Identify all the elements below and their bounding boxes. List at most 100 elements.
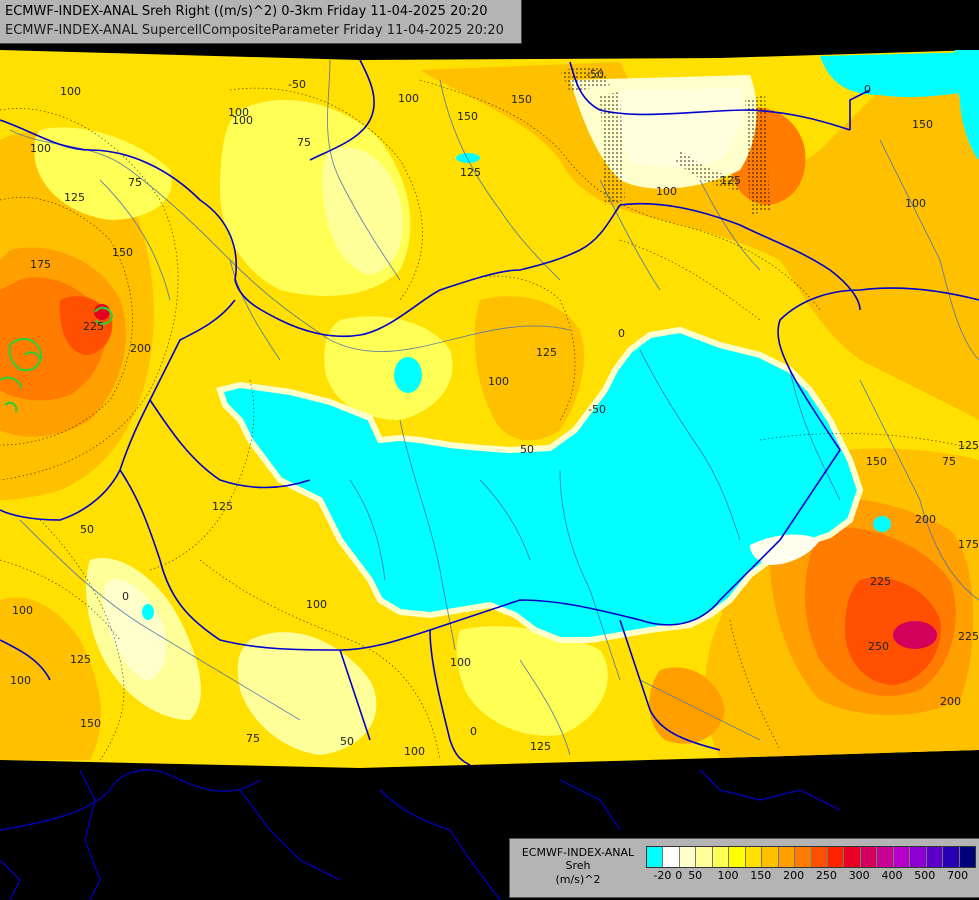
legend-tick-label: 50 <box>688 869 703 882</box>
legend-tick-label: 250 <box>815 869 837 882</box>
contour-label: 50 <box>340 735 354 748</box>
contour-label: 225 <box>83 320 104 333</box>
legend-swatch <box>745 847 763 867</box>
contour-label: 150 <box>112 246 133 259</box>
contour-label: 125 <box>720 174 741 187</box>
pale-pocket <box>750 534 820 565</box>
legend-tick-label: 200 <box>783 869 805 882</box>
legend-tick-label: 700 <box>947 869 969 882</box>
legend-swatch <box>663 847 680 867</box>
contour-label: 175 <box>958 538 979 551</box>
legend-title: ECMWF-INDEX-ANAL Sreh <box>514 846 642 872</box>
contour-label: 150 <box>912 118 933 131</box>
contour-label: 200 <box>940 695 961 708</box>
contour-label: 125 <box>212 500 233 513</box>
contour-label: -50 <box>586 68 604 81</box>
legend-swatch <box>647 847 664 867</box>
red-cores <box>0 107 974 744</box>
legend-tick-label: 0 <box>675 869 683 882</box>
color-legend: ECMWF-INDEX-ANAL Sreh (m/s)^2 -20 0 50 100 1… <box>509 838 979 898</box>
pale-areas <box>34 75 757 755</box>
contour-label: 100 <box>30 142 51 155</box>
legend-swatch <box>860 847 878 867</box>
contour-label: 75 <box>128 176 142 189</box>
legend-swatch <box>762 847 779 867</box>
legend-tick-label: 100 <box>717 869 739 882</box>
legend-swatch <box>877 847 894 867</box>
legend-tick-label: 300 <box>848 869 870 882</box>
contour-label: 100 <box>656 185 677 198</box>
contour-label: 200 <box>130 342 151 355</box>
contour-label: -50 <box>288 78 306 91</box>
isolines <box>0 79 979 761</box>
legend-swatch <box>827 847 845 867</box>
contour-label: 75 <box>942 455 956 468</box>
contour-label: 175 <box>30 258 51 271</box>
title-line-1: ECMWF-INDEX-ANAL Sreh Right ((m/s)^2) 0-… <box>5 4 488 19</box>
legend-tick-label: -20 <box>653 869 672 882</box>
contour-label: 100 <box>450 656 471 669</box>
scp-contours <box>0 306 114 413</box>
contour-label: 125 <box>958 439 979 452</box>
contour-label: 75 <box>297 136 311 149</box>
outer-boundaries <box>0 769 841 900</box>
contour-label: 250 <box>868 640 889 653</box>
contour-label: 75 <box>246 732 260 745</box>
contour-label: 100 <box>12 604 33 617</box>
rivers <box>9 59 979 756</box>
legend-color-bar <box>646 846 976 868</box>
contour-label: 50 <box>80 523 94 536</box>
contour-labels: 100-5010010075100150150-5001507512510012… <box>10 68 979 758</box>
country-borders <box>0 59 979 766</box>
legend-swatch <box>712 847 730 867</box>
contour-label: 150 <box>457 110 478 123</box>
title-line-2: ECMWF-INDEX-ANAL SupercellCompositeParam… <box>5 23 504 38</box>
legend-swatch <box>696 847 713 867</box>
legend-swatch <box>778 847 796 867</box>
contour-label: 225 <box>870 575 891 588</box>
legend-swatch <box>795 847 812 867</box>
contour-label: 50 <box>520 443 534 456</box>
contour-label: 100 <box>10 674 31 687</box>
contour-label: 100 <box>905 197 926 210</box>
contour-label: -50 <box>588 403 606 416</box>
contour-label: 125 <box>64 191 85 204</box>
contour-label: 150 <box>80 717 101 730</box>
contour-label: 125 <box>460 166 481 179</box>
contour-label: 125 <box>536 346 557 359</box>
contour-label: 0 <box>122 590 129 603</box>
contour-label: 100 <box>232 114 253 127</box>
legend-tick-label: 400 <box>881 869 903 882</box>
contour-label: 200 <box>915 513 936 526</box>
legend-source: ECMWF-INDEX-ANAL <box>521 846 635 859</box>
title-box: ECMWF-INDEX-ANAL Sreh Right ((m/s)^2) 0-… <box>0 0 522 44</box>
contour-label: 0 <box>864 83 871 96</box>
contour-label: 0 <box>618 327 625 340</box>
contour-label: 125 <box>530 740 551 753</box>
contour-label: 225 <box>958 630 979 643</box>
contour-label: 150 <box>511 93 532 106</box>
legend-variable: Sreh <box>565 859 591 872</box>
legend-tick-label: 150 <box>750 869 772 882</box>
contour-label: 100 <box>404 745 425 758</box>
contour-label: 0 <box>470 725 477 738</box>
legend-tick-label: 500 <box>914 869 936 882</box>
contour-label: 100 <box>398 92 419 105</box>
legend-swatch <box>910 847 927 867</box>
legend-swatch <box>729 847 746 867</box>
legend-unit: (m/s)^2 <box>555 873 601 886</box>
legend-swatch <box>811 847 828 867</box>
legend-ticks: -20 0 50 100 150 200 250 300 400 500 700 <box>646 869 974 883</box>
contour-label: 125 <box>70 653 91 666</box>
contour-label: 100 <box>60 85 81 98</box>
contour-label: 150 <box>866 455 887 468</box>
legend-swatch <box>679 847 697 867</box>
legend-swatch <box>893 847 911 867</box>
contour-label: 100 <box>488 375 509 388</box>
contour-label: 100 <box>306 598 327 611</box>
negative-areas <box>142 50 979 640</box>
legend-swatch <box>844 847 861 867</box>
legend-swatch <box>943 847 960 867</box>
legend-swatch <box>926 847 944 867</box>
